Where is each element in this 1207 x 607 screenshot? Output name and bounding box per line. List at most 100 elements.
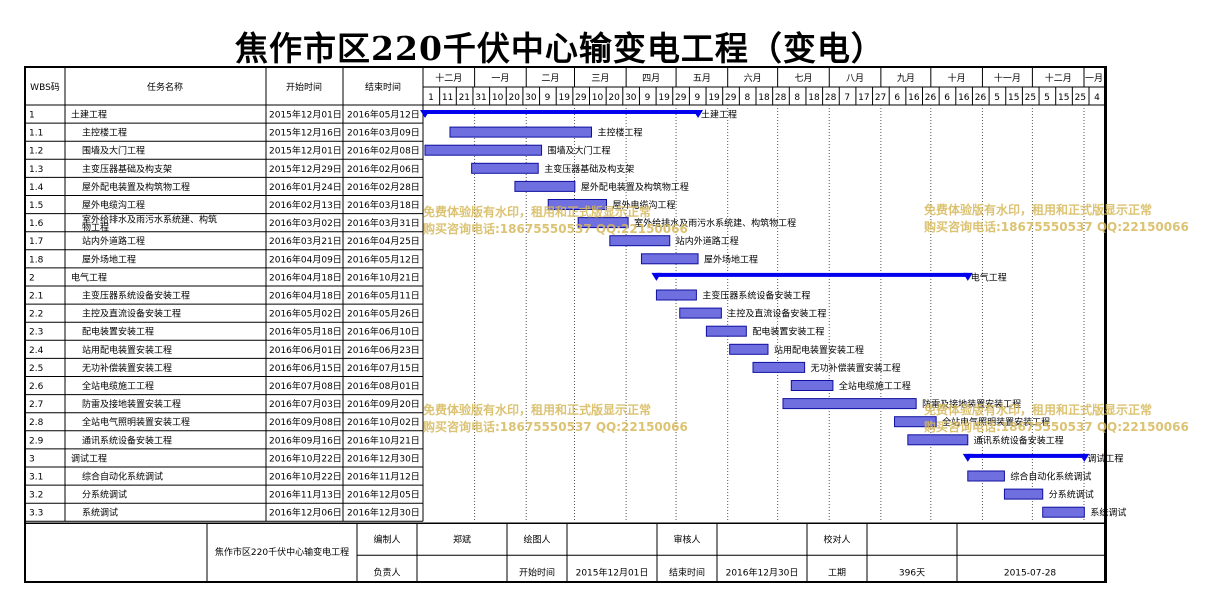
task-wbs: 2 [29, 273, 35, 283]
task-start: 2016年01月24日 [269, 181, 342, 193]
day-tick-label: 19 [558, 93, 570, 103]
page-title: 焦作市区220千伏中心输变电工程（变电） [235, 29, 885, 68]
task-end: 2016年03月31日 [347, 217, 420, 229]
task-wbs: 1.1 [29, 129, 43, 139]
summary-start-marker [651, 272, 662, 281]
bar-label: 系统调试 [1090, 507, 1126, 519]
task-start: 2016年02月13日 [269, 199, 342, 211]
task-bar [547, 199, 607, 210]
task-start: 2016年11月13日 [269, 489, 342, 501]
task-bar [752, 361, 806, 373]
month-label: 十二月 [435, 72, 462, 84]
day-tick-label: 21 [459, 93, 470, 103]
day-tick-label: 31 [475, 93, 486, 103]
footer-reviewer-label: 审核人 [673, 533, 700, 545]
month-label: 十一月 [994, 72, 1021, 84]
day-tick-label: 19 [658, 93, 670, 103]
task-wbs: 2.4 [29, 346, 44, 356]
footer-duration-label: 工期 [828, 567, 846, 578]
task-start: 2016年03月21日 [269, 235, 342, 247]
day-tick-label: 10 [492, 93, 504, 103]
task-wbs: 3 [29, 454, 35, 464]
month-label: 十二月 [1045, 72, 1072, 84]
day-tick-label: 9 [695, 93, 701, 103]
header-start-time: 开始时间 [286, 81, 322, 93]
task-bar [790, 380, 834, 391]
task-name: 防雷及接地装置安装工程 [82, 398, 181, 410]
day-tick-label: 30 [525, 93, 537, 103]
bar-label: 全站电气照明装置安装工程 [942, 416, 1050, 428]
task-wbs: 2.5 [29, 364, 43, 374]
task-wbs: 3.2 [29, 491, 43, 501]
month-label: 八月 [846, 73, 864, 84]
footer-end-value: 2016年12月30日 [726, 566, 799, 578]
task-bar [655, 289, 697, 301]
month-label: 五月 [693, 73, 711, 84]
day-tick-label: 5 [994, 93, 1000, 103]
task-start: 2015年12月16日 [269, 127, 342, 139]
month-label: 三月 [591, 73, 609, 84]
footer-checker-label: 校对人 [823, 533, 850, 545]
task-end: 2016年10月21日 [347, 271, 420, 283]
footer-editor-label: 编制人 [373, 533, 400, 545]
bar-label: 通讯系统设备安装工程 [974, 434, 1064, 446]
task-name: 电气工程 [71, 271, 107, 283]
summary-bar [425, 110, 699, 114]
task-wbs: 1.3 [29, 165, 43, 175]
task-end: 2016年05月11日 [347, 290, 420, 302]
task-bar [514, 180, 576, 192]
task-wbs: 1 [29, 111, 35, 121]
day-tick-label: 29 [575, 93, 587, 103]
day-tick-label: 7 [844, 93, 850, 103]
bar-label: 土建工程 [701, 109, 737, 121]
bar-label: 屋外配电装置及构筑物工程 [581, 181, 689, 193]
task-bar [424, 144, 543, 156]
task-name: 主变压器基础及构支架 [82, 163, 172, 175]
task-end: 2016年05月12日 [347, 109, 420, 121]
day-tick-label: 20 [608, 93, 620, 103]
day-tick-label: 9 [545, 93, 551, 103]
task-wbs: 2.9 [29, 436, 44, 446]
summary-end-marker [693, 110, 704, 118]
day-tick-label: 8 [744, 93, 750, 103]
summary-start-marker [420, 110, 430, 118]
day-tick-label: 19 [708, 93, 720, 103]
bar-label: 屋外电缆沟工程 [612, 199, 675, 211]
task-end: 2016年12月05日 [347, 489, 420, 501]
task-wbs: 1.2 [29, 147, 43, 157]
task-start: 2016年06月15日 [269, 362, 342, 374]
summary-bar [967, 453, 1085, 458]
task-wbs: 2.6 [29, 382, 44, 392]
task-end: 2016年06月23日 [347, 344, 420, 356]
task-wbs: 2.2 [29, 310, 43, 320]
task-end: 2016年12月30日 [347, 507, 420, 519]
month-label: 六月 [744, 72, 762, 84]
day-tick-label: 26 [925, 93, 937, 103]
task-wbs: 1.8 [29, 255, 44, 265]
task-end: 2016年09月20日 [347, 398, 420, 410]
bar-label: 站内外道路工程 [676, 235, 739, 247]
summary-start-marker [962, 453, 973, 462]
bar-label: 无功补偿装置安装工程 [811, 362, 901, 374]
task-end: 2016年12月30日 [347, 452, 420, 464]
footer-editor-value: 郑斌 [453, 533, 471, 545]
day-tick-label: 8 [794, 93, 800, 103]
task-name: 调试工程 [71, 452, 107, 464]
task-name: 站用配电装置安装工程 [82, 344, 172, 356]
task-end: 2016年03月18日 [347, 199, 420, 211]
task-name: 屋外场地工程 [82, 253, 136, 265]
footer-start-value: 2015年12月01日 [576, 566, 649, 578]
task-name: 分系统调试 [82, 489, 127, 501]
task-start: 2015年12月29日 [269, 163, 342, 175]
day-tick-label: 16 [958, 93, 970, 103]
task-bar [471, 162, 539, 174]
task-end: 2016年02月08日 [347, 145, 420, 157]
task-name: 配电装置安装工程 [82, 326, 154, 338]
bar-label: 屋外场地工程 [704, 253, 758, 265]
task-start: 2016年04月18日 [269, 290, 342, 302]
task-end: 2016年05月26日 [347, 308, 420, 320]
task-wbs: 3.1 [29, 473, 43, 483]
task-name: 屋外电缆沟工程 [82, 199, 145, 211]
task-start: 2016年12月06日 [269, 507, 342, 519]
task-end: 2016年02月06日 [347, 163, 420, 175]
